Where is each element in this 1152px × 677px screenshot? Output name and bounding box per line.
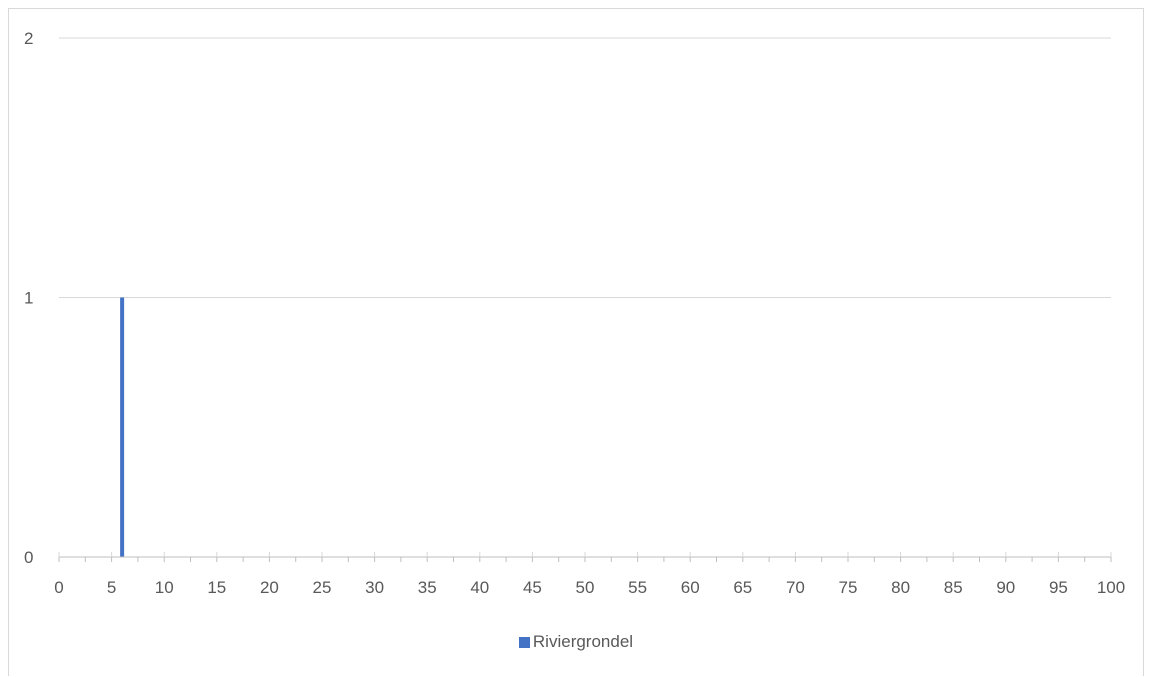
x-tick-label: 55 bbox=[628, 578, 647, 597]
y-tick-labels: 0 1 2 bbox=[24, 29, 33, 567]
x-tick-label: 65 bbox=[733, 578, 752, 597]
legend: Riviergrondel bbox=[0, 632, 1152, 652]
legend-swatch bbox=[518, 636, 530, 648]
bars bbox=[120, 297, 125, 557]
x-tick-label: 5 bbox=[107, 578, 116, 597]
x-tick-label: 85 bbox=[944, 578, 963, 597]
axes bbox=[58, 552, 1112, 562]
x-tick-label: 10 bbox=[155, 578, 174, 597]
x-tick-label: 40 bbox=[470, 578, 489, 597]
x-tick-label: 100 bbox=[1097, 578, 1125, 597]
x-tick-labels: 0 5 10 15 20 25 30 35 40 45 50 55 60 65 70 75 80 85 90 95 10… bbox=[54, 578, 1125, 597]
x-tick-label: 25 bbox=[313, 578, 332, 597]
x-tick-label: 50 bbox=[576, 578, 595, 597]
gridlines bbox=[59, 37, 1111, 298]
x-tick-label: 0 bbox=[54, 578, 63, 597]
chart-frame bbox=[8, 8, 1144, 676]
legend-label: Riviergrondel bbox=[532, 632, 634, 651]
x-tick-label: 70 bbox=[786, 578, 805, 597]
y-tick-label: 1 bbox=[24, 289, 33, 308]
y-tick-label: 2 bbox=[24, 29, 33, 48]
x-tick-label: 35 bbox=[418, 578, 437, 597]
x-tick-label: 90 bbox=[996, 578, 1015, 597]
x-tick-label: 30 bbox=[365, 578, 384, 597]
bar bbox=[120, 297, 125, 557]
x-tick-label: 15 bbox=[207, 578, 226, 597]
x-tick-label: 95 bbox=[1049, 578, 1068, 597]
x-tick-label: 75 bbox=[839, 578, 858, 597]
x-tick-label: 60 bbox=[681, 578, 700, 597]
y-tick-label: 0 bbox=[24, 548, 33, 567]
x-tick-label: 45 bbox=[523, 578, 542, 597]
x-tick-label: 80 bbox=[891, 578, 910, 597]
x-tick-label: 20 bbox=[260, 578, 279, 597]
